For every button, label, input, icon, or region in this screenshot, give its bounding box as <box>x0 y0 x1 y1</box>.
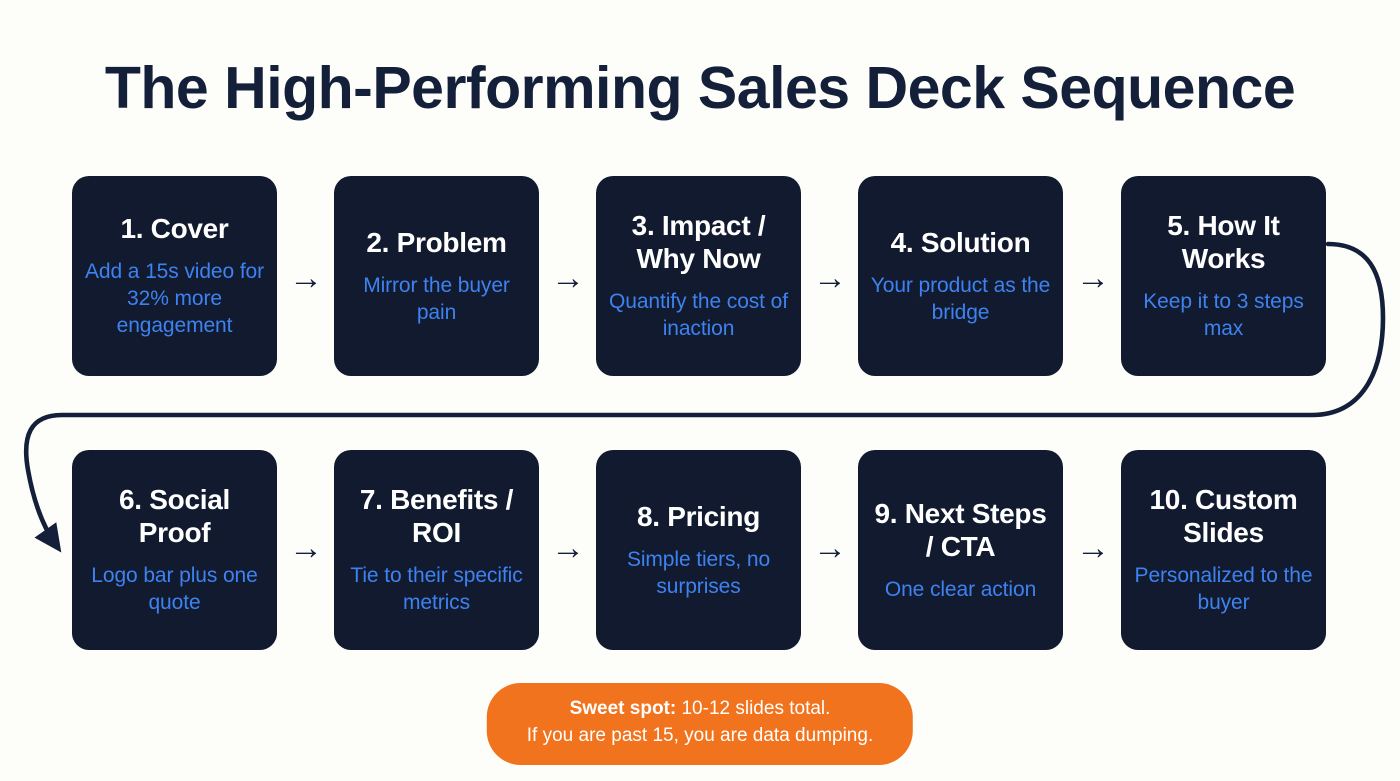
step-card-subtitle: Mirror the buyer pain <box>363 273 510 324</box>
step-card-9[interactable]: 9. Next Steps / CTA One clear action <box>858 450 1063 650</box>
step-card-6[interactable]: 6. Social Proof Logo bar plus one quote <box>72 450 277 650</box>
step-card-1[interactable]: 1. Cover Add a 15s video for 32% more en… <box>72 176 277 376</box>
arrow-right-icon: → <box>551 259 585 297</box>
step-card-4[interactable]: 4. Solution Your product as the bridge <box>858 176 1063 376</box>
step-card-title: 10. Custom Slides <box>1149 484 1298 549</box>
arrow-right-icon: → <box>813 259 847 297</box>
step-card-subtitle: Quantify the cost of inaction <box>609 290 788 341</box>
arrow-right-icon: → <box>813 529 847 567</box>
arrow-right-icon: → <box>551 529 585 567</box>
arrow-right-icon: → <box>289 259 323 297</box>
step-card-5[interactable]: 5. How It Works Keep it to 3 steps max <box>1121 176 1326 376</box>
step-card-title: 1. Cover <box>120 213 229 245</box>
process-row-1: 1. Cover Add a 15s video for 32% more en… <box>72 176 1328 376</box>
sweet-spot-line-2: If you are past 15, you are data dumping… <box>526 724 874 746</box>
step-card-subtitle: Add a 15s video for 32% more engagement <box>84 260 265 337</box>
step-card-3[interactable]: 3. Impact / Why Now Quantify the cost of… <box>596 176 801 376</box>
page-title: The High-Performing Sales Deck Sequence <box>104 55 1296 121</box>
step-card-subtitle: One clear action <box>884 577 1037 601</box>
sweet-spot-rest: 10-12 slides total. <box>676 698 831 719</box>
step-card-10[interactable]: 10. Custom Slides Personalized to the bu… <box>1121 450 1326 650</box>
step-card-title: 4. Solution <box>890 226 1031 258</box>
step-card-subtitle: Keep it to 3 steps max <box>1143 290 1304 341</box>
step-card-title: 5. How It Works <box>1167 210 1280 275</box>
step-card-title: 8. Pricing <box>636 500 761 532</box>
arrow-right-icon: → <box>1076 529 1110 567</box>
step-card-subtitle: Personalized to the buyer <box>1134 564 1313 615</box>
step-card-8[interactable]: 8. Pricing Simple tiers, no surprises <box>596 450 801 650</box>
step-card-subtitle: Tie to their specific metrics <box>350 564 523 615</box>
sweet-spot-line-1: Sweet spot: 10-12 slides total. <box>527 696 873 723</box>
sweet-spot-badge: Sweet spot: 10-12 slides total. If you a… <box>486 683 914 765</box>
step-card-subtitle: Simple tiers, no surprises <box>626 547 771 598</box>
step-card-title: 7. Benefits / ROI <box>359 484 514 549</box>
step-card-title: 9. Next Steps / CTA <box>874 497 1047 562</box>
step-card-7[interactable]: 7. Benefits / ROI Tie to their specific … <box>334 450 539 650</box>
step-card-subtitle: Your product as the bridge <box>870 273 1051 324</box>
sweet-spot-lead: Sweet spot: <box>569 698 677 719</box>
process-row-2: 6. Social Proof Logo bar plus one quote … <box>72 450 1328 650</box>
step-card-title: 2. Problem <box>366 226 507 258</box>
step-card-title: 6. Social Proof <box>119 484 230 549</box>
arrow-right-icon: → <box>1076 259 1110 297</box>
step-card-title: 3. Impact / Why Now <box>631 210 766 275</box>
step-card-subtitle: Logo bar plus one quote <box>91 564 258 615</box>
step-card-2[interactable]: 2. Problem Mirror the buyer pain <box>334 176 539 376</box>
arrow-right-icon: → <box>289 529 323 567</box>
